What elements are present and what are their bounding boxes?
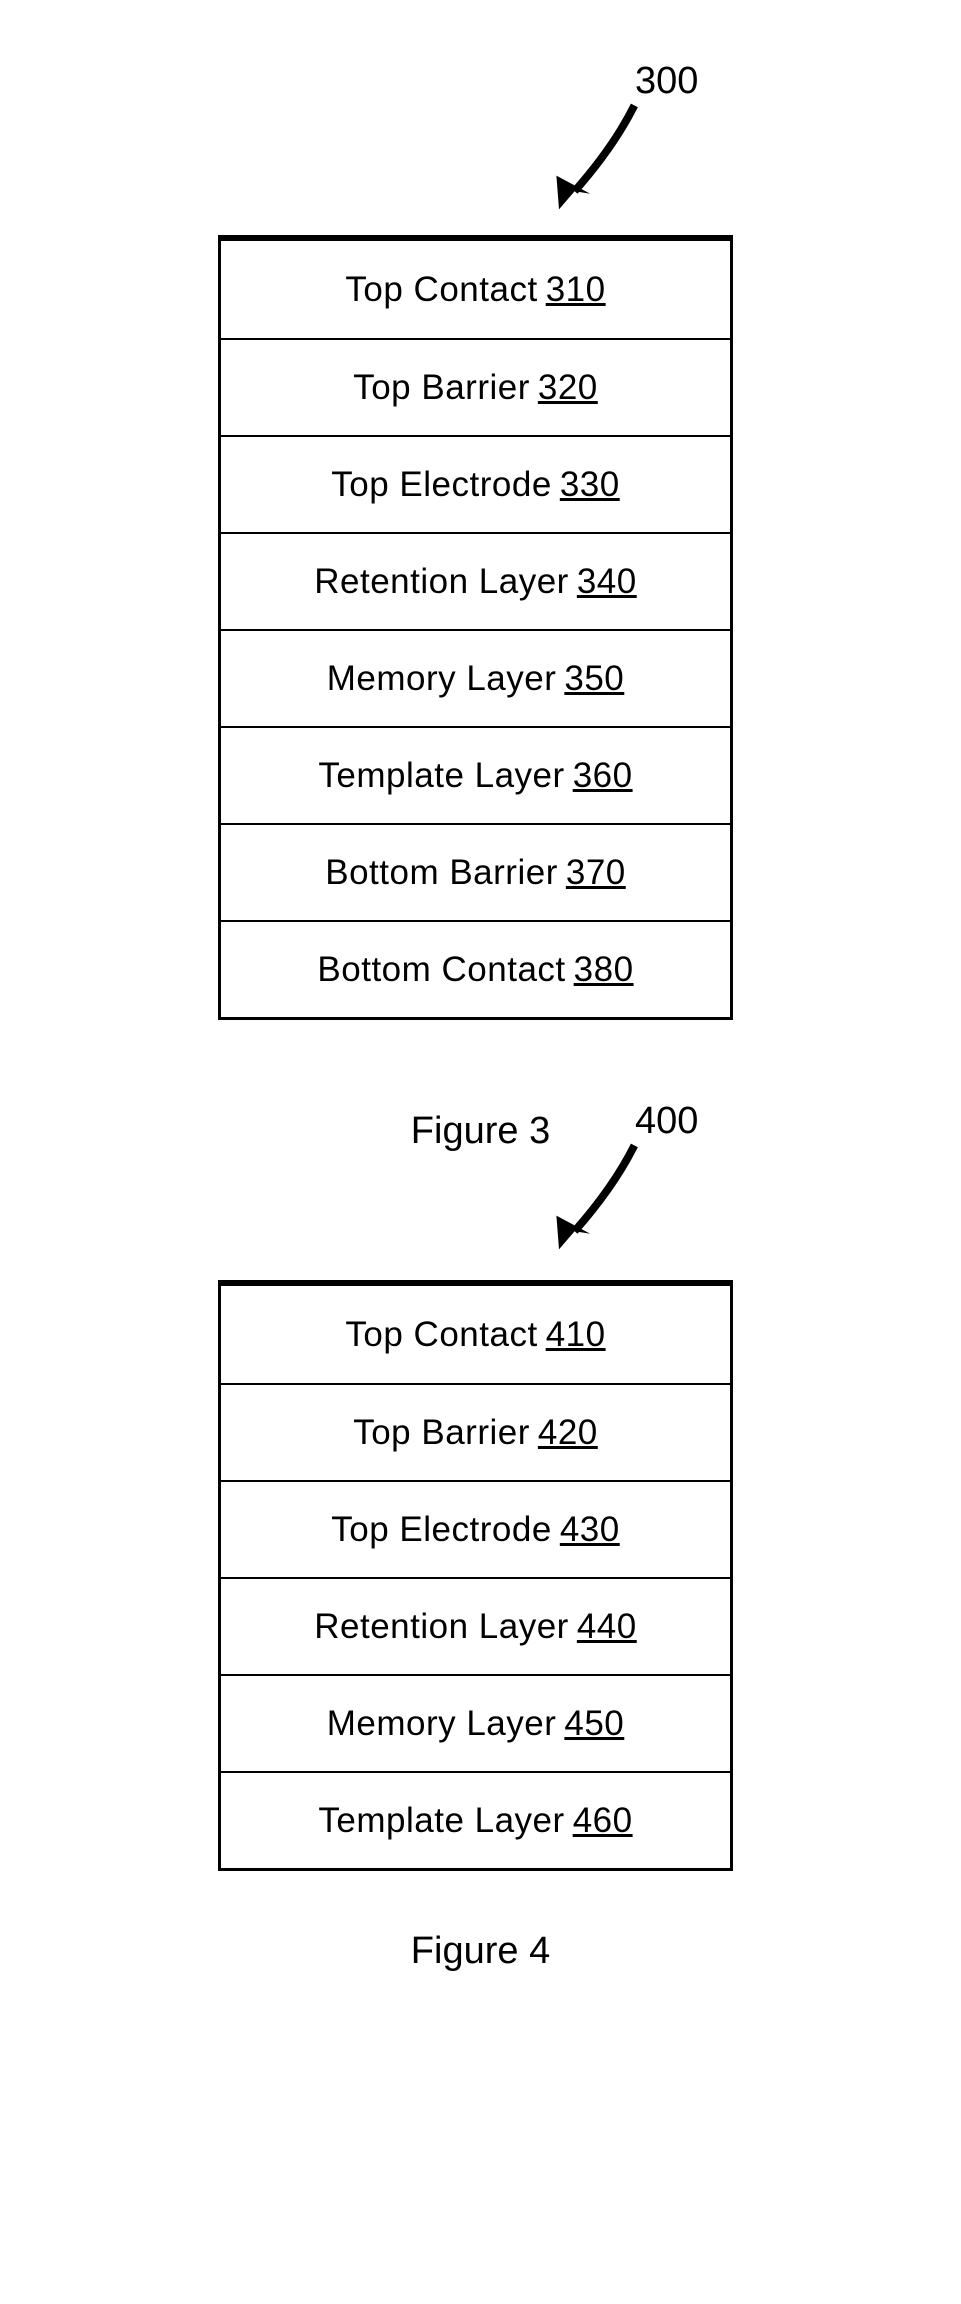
layer-name: Top Electrode — [331, 1510, 552, 1550]
layer-number: 460 — [573, 1801, 633, 1841]
layer-name: Top Barrier — [353, 1413, 530, 1453]
layer-number: 310 — [546, 270, 606, 310]
layer-name: Memory Layer — [327, 1704, 557, 1744]
layer-name: Top Contact — [345, 1315, 537, 1355]
layer-number: 410 — [546, 1315, 606, 1355]
stack-layer: Bottom Contact380 — [221, 920, 730, 1017]
layer-number: 440 — [577, 1607, 637, 1647]
stack-layer: Top Contact410 — [221, 1286, 730, 1383]
layer-number: 380 — [574, 950, 634, 990]
layer-name: Retention Layer — [314, 562, 569, 602]
stack-layer: Bottom Barrier370 — [221, 823, 730, 920]
stack-layer: Top Barrier320 — [221, 338, 730, 435]
layer-number: 360 — [573, 756, 633, 796]
stack-layer: Top Barrier420 — [221, 1383, 730, 1480]
pointer-arrow — [520, 95, 650, 225]
layer-name: Top Contact — [345, 270, 537, 310]
diagram-canvas: 300 Top Contact310Top Barrier320Top Elec… — [0, 0, 961, 2304]
stack-layer: Memory Layer450 — [221, 1674, 730, 1771]
stack-layer: Top Electrode330 — [221, 435, 730, 532]
stack-layer: Template Layer460 — [221, 1771, 730, 1868]
layer-number: 370 — [566, 853, 626, 893]
layer-name: Top Barrier — [353, 368, 530, 408]
layer-number: 430 — [560, 1510, 620, 1550]
layer-number: 450 — [564, 1704, 624, 1744]
layer-name: Template Layer — [318, 1801, 564, 1841]
layer-stack: Top Contact410Top Barrier420Top Electrod… — [218, 1280, 733, 1871]
stack-layer: Retention Layer340 — [221, 532, 730, 629]
layer-stack: Top Contact310Top Barrier320Top Electrod… — [218, 235, 733, 1020]
stack-layer: Template Layer360 — [221, 726, 730, 823]
stack-layer: Top Contact310 — [221, 241, 730, 338]
layer-name: Bottom Contact — [317, 950, 565, 990]
layer-number: 330 — [560, 465, 620, 505]
stack-layer: Top Electrode430 — [221, 1480, 730, 1577]
layer-number: 350 — [564, 659, 624, 699]
pointer-arrow — [520, 1135, 650, 1265]
layer-number: 420 — [538, 1413, 598, 1453]
layer-name: Template Layer — [318, 756, 564, 796]
layer-number: 340 — [577, 562, 637, 602]
stack-layer: Retention Layer440 — [221, 1577, 730, 1674]
figure-caption: Figure 4 — [411, 1930, 550, 1973]
layer-name: Top Electrode — [331, 465, 552, 505]
layer-name: Bottom Barrier — [325, 853, 558, 893]
layer-name: Retention Layer — [314, 1607, 569, 1647]
stack-layer: Memory Layer350 — [221, 629, 730, 726]
layer-number: 320 — [538, 368, 598, 408]
layer-name: Memory Layer — [327, 659, 557, 699]
